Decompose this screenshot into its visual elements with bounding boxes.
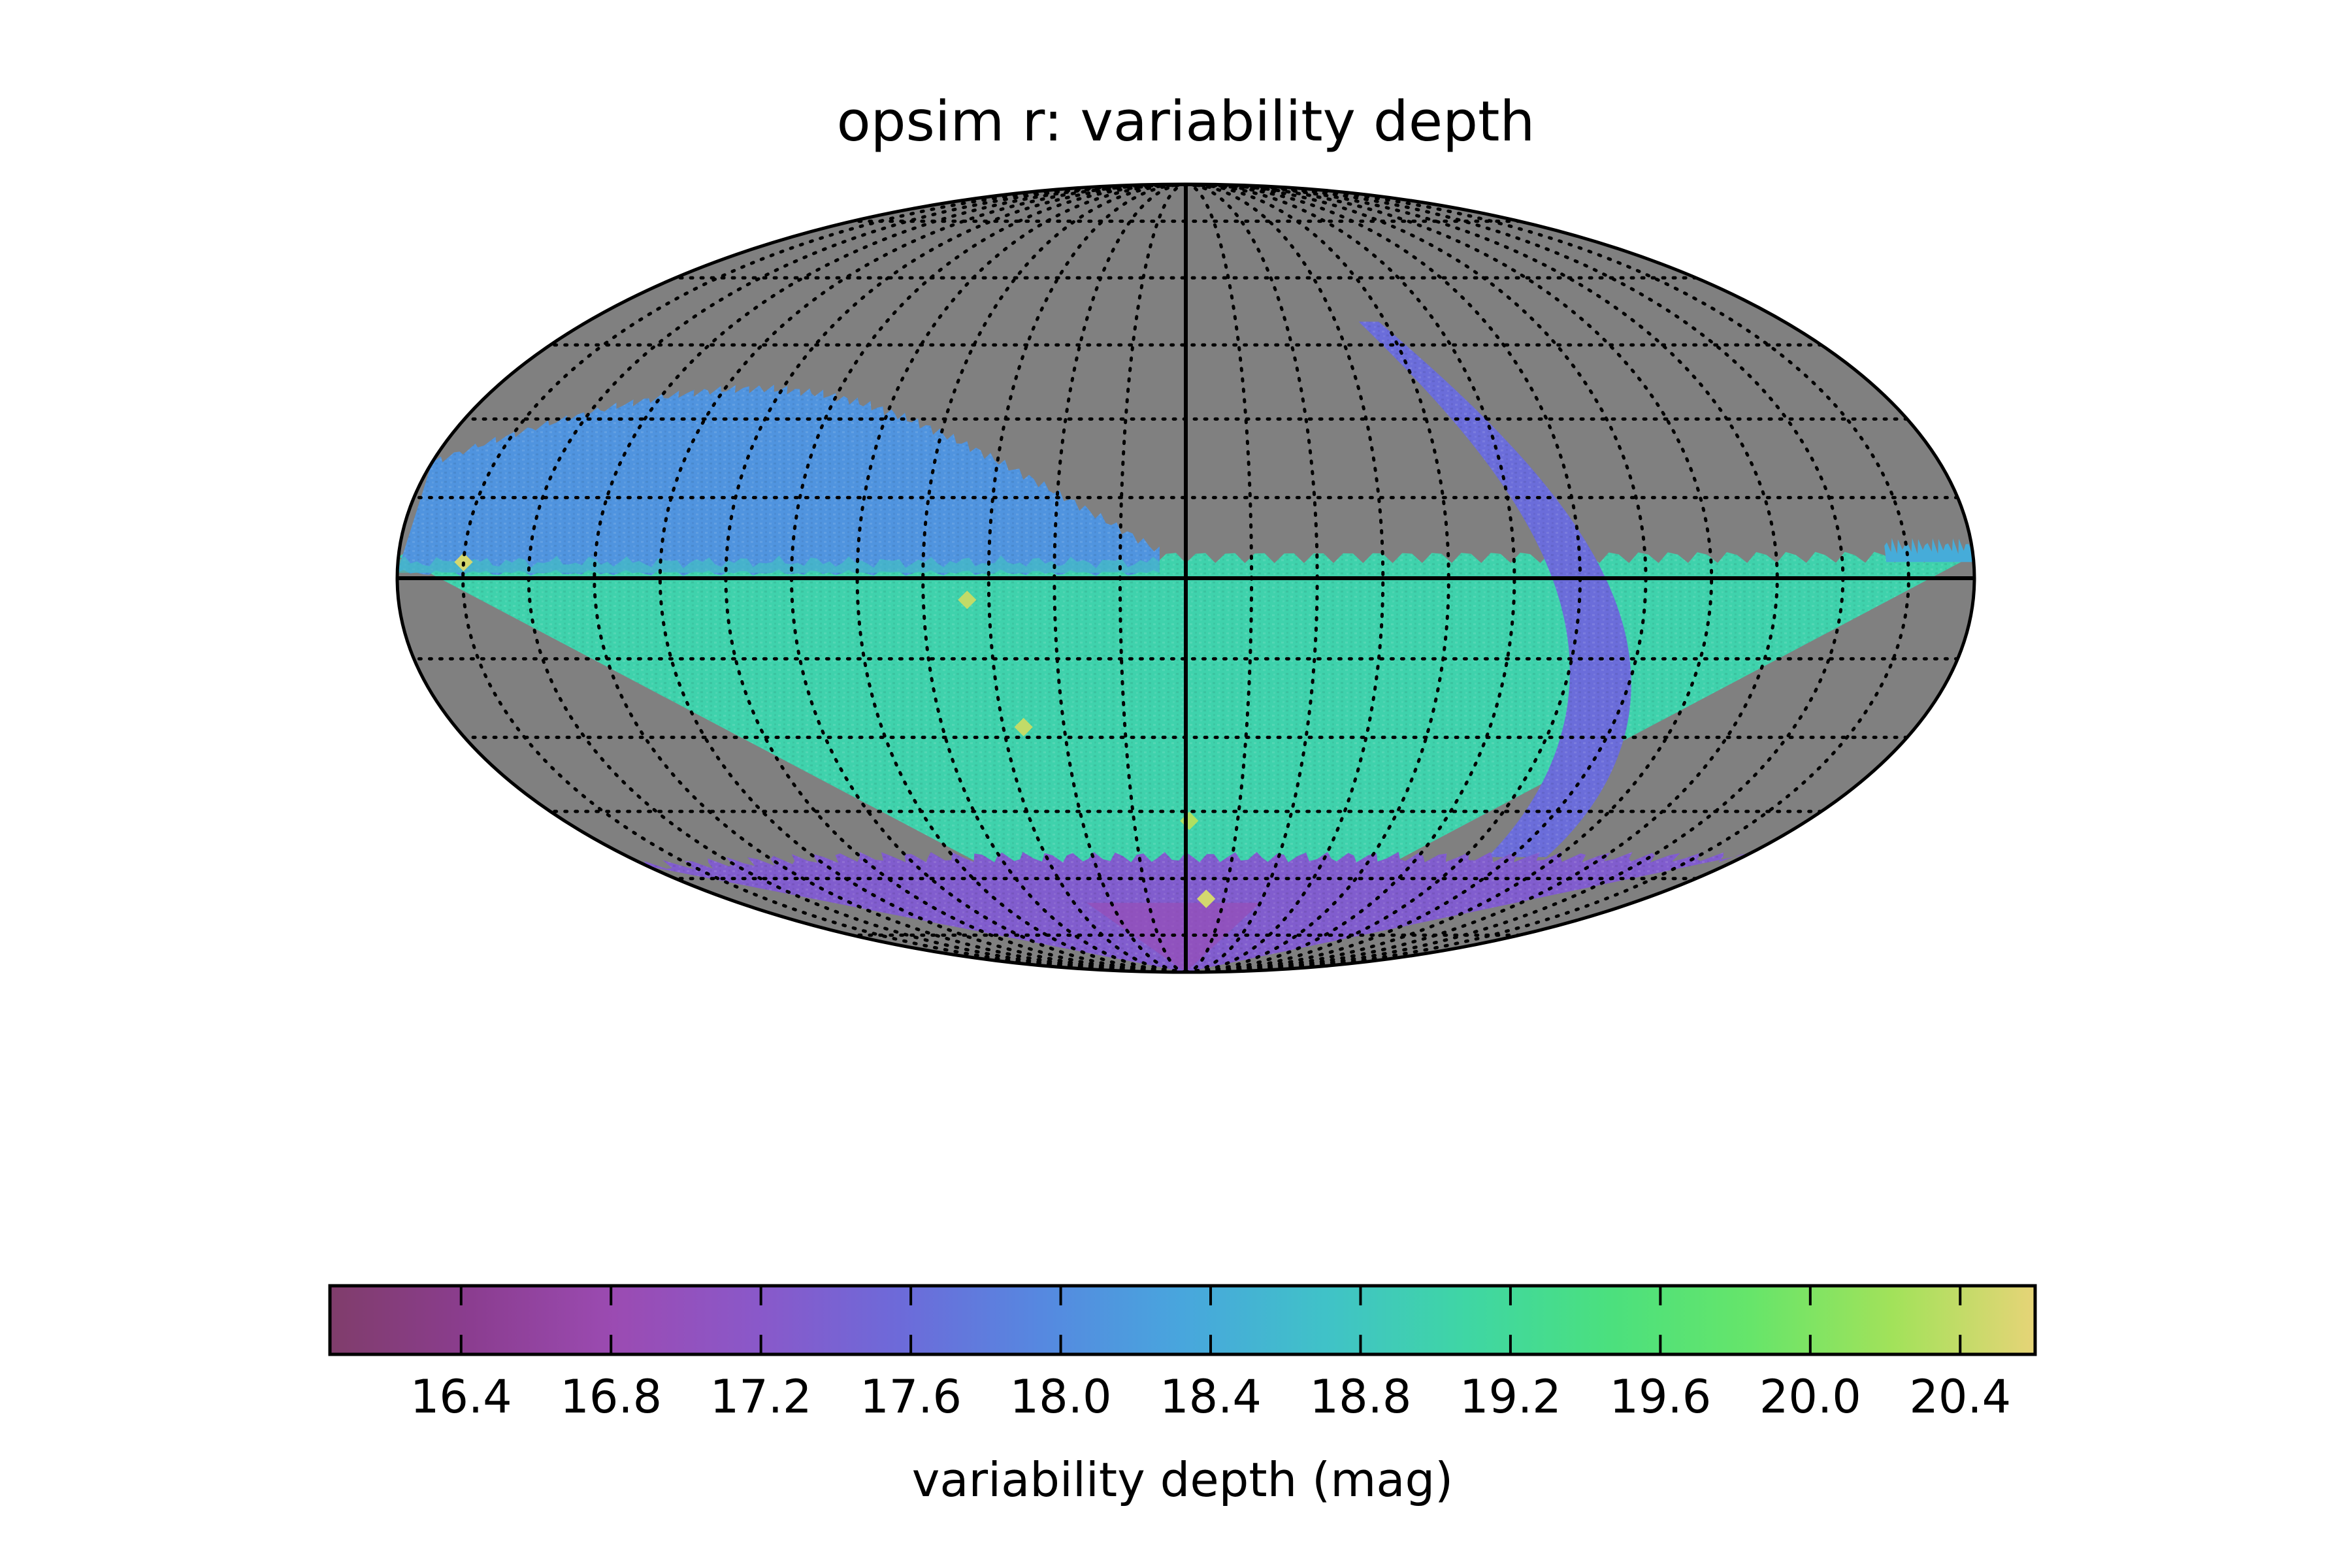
graticule-meridian (1184, 184, 1516, 972)
colorbar-tick-label: 18.4 (1160, 1370, 1262, 1424)
graticule-meridian (593, 184, 1188, 972)
colorbar-tick-label: 19.2 (1460, 1370, 1561, 1424)
hotspot-pixel (1014, 717, 1033, 737)
colorbar-label: variability depth (mag) (912, 1452, 1454, 1507)
graticule-meridian (461, 184, 1188, 972)
graticule-meridian (1184, 184, 1779, 972)
colorbar-bar (328, 1284, 2037, 1356)
colorbar-tick-label: 18.8 (1310, 1370, 1412, 1424)
colorbar-tick-label: 17.6 (860, 1370, 962, 1424)
graticule-meridian (1184, 184, 1450, 972)
colorbar-tick-label: 20.0 (1759, 1370, 1861, 1424)
sky-map-border (395, 182, 1976, 974)
graticule-meridian (1184, 184, 1910, 972)
colorbar-tick-label: 16.8 (560, 1370, 662, 1424)
colorbar-tick-label: 16.4 (410, 1370, 512, 1424)
colorbar-tick-label: 19.6 (1609, 1370, 1711, 1424)
sky-map (395, 182, 1976, 974)
galactic-plane-texture (1358, 321, 1631, 857)
colorbar-tick-label: 18.0 (1010, 1370, 1112, 1424)
graticule (397, 184, 1974, 972)
graticule-meridian (855, 184, 1188, 972)
graticule-meridian (1184, 184, 1714, 972)
colorbar-tick-label: 20.4 (1909, 1370, 2011, 1424)
colorbar: 16.4 16.8 17.2 17.6 18.0 18.4 18.8 19.2 19.6 20.0… (328, 1284, 2037, 1507)
colorbar-ticks: 16.4 16.8 17.2 17.6 18.0 18.4 18.8 19.2 19.6 20.0… (410, 1286, 2011, 1424)
graticule-meridian (921, 184, 1188, 972)
footprint-north-edge (397, 555, 1160, 573)
graticule-meridian (658, 184, 1188, 972)
colorbar-tick-label: 17.2 (710, 1370, 812, 1424)
chart-title: opsim r: variability depth (837, 90, 1535, 154)
footprint-north-texture (397, 384, 1160, 576)
